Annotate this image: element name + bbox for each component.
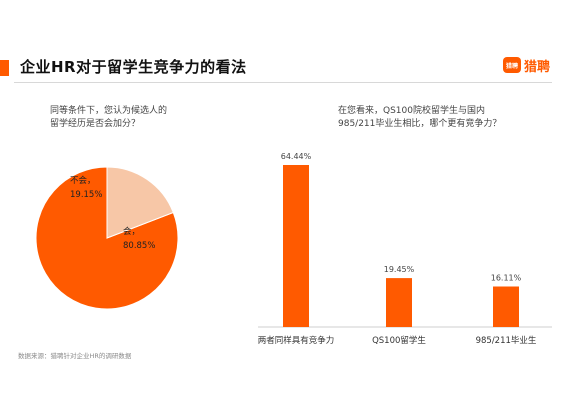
logo-text: 猎聘 (524, 59, 551, 75)
pie-question-line-2: 留学经历是否会加分？ (50, 119, 141, 129)
pie-value-label: 19.15% (70, 190, 102, 200)
data-source-note: 数据来源：猎聘针对企业HR的调研数据 (18, 352, 132, 360)
bar-question: 在您看来，QS100院校留学生与国内 985/211毕业生相比，哪个更有竞争力？ (338, 105, 501, 131)
brand-logo: 猎聘 猎聘 (503, 56, 551, 75)
bar-value-label: 64.44% (281, 152, 312, 161)
bar (386, 278, 412, 327)
bar-category-label: QS100留学生 (372, 335, 426, 346)
bar (283, 165, 309, 327)
bar-category-label: 两者同样具有竞争力 (258, 335, 335, 346)
bar-question-line-2: 985/211毕业生相比，哪个更有竞争力？ (338, 119, 502, 129)
logo-icon: 猎聘 (503, 57, 521, 73)
bar-question-line-1: 在您看来，QS100院校留学生与国内 (338, 106, 485, 116)
bar-value-label: 16.11% (491, 274, 522, 283)
title-accent-bar (0, 60, 9, 76)
pie-question: 同等条件下，您认为候选人的 留学经历是否会加分？ (50, 105, 167, 131)
bar-category-label: 985/211毕业生 (476, 335, 537, 346)
pie-question-line-1: 同等条件下，您认为候选人的 (50, 106, 168, 116)
bar-value-label: 19.45% (384, 265, 415, 274)
title-divider (14, 82, 552, 83)
pie-label: 会， (123, 226, 140, 237)
pie-value-label: 80.85% (123, 241, 155, 251)
bar (493, 286, 519, 327)
page-title: 企业HR对于留学生竞争力的看法 (20, 58, 247, 76)
pie-label: 不会， (70, 175, 96, 186)
pie-slice-no (106, 166, 174, 239)
